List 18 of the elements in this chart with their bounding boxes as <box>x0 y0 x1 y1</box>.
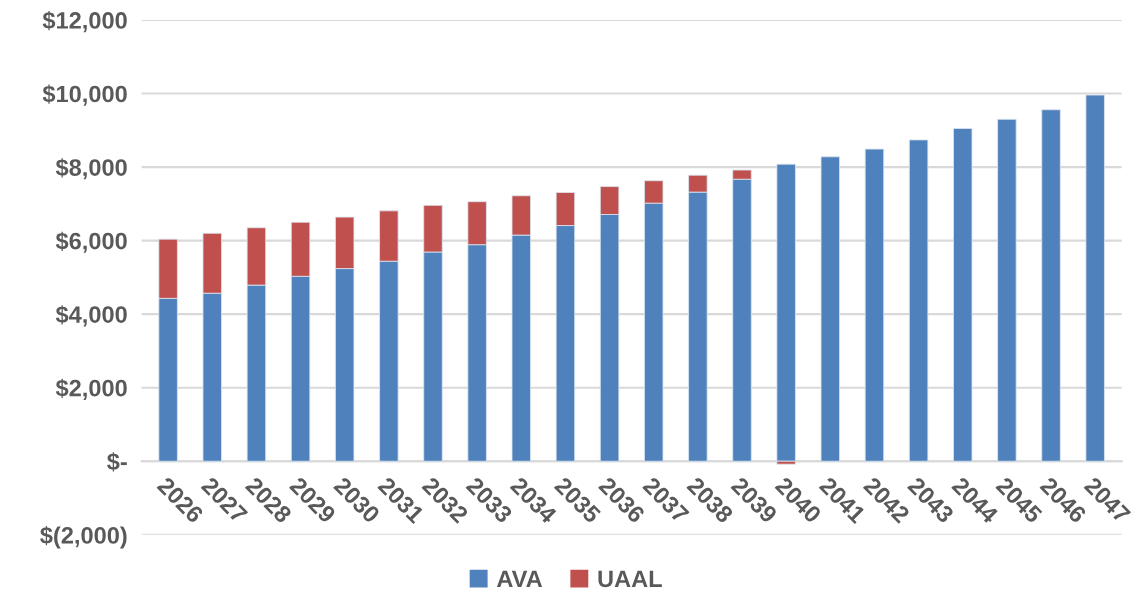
y-tick-label: $6,000 <box>55 231 127 253</box>
y-tick-label: $(2,000) <box>40 526 127 549</box>
bar <box>997 118 1017 462</box>
bar <box>776 163 796 462</box>
bar <box>953 128 973 462</box>
bar <box>820 156 840 462</box>
y-tick-label: $12,000 <box>42 11 127 33</box>
y-tick-label: $4,000 <box>55 305 127 327</box>
y-tick-label: $10,000 <box>42 84 127 106</box>
bar <box>864 148 885 462</box>
bar <box>908 139 929 462</box>
y-tick-label: $2,000 <box>55 378 127 400</box>
legend-label: AVA <box>496 570 543 587</box>
legend-label: UAAL <box>598 570 662 588</box>
bar <box>1085 94 1105 462</box>
y-tick-label: $8,000 <box>55 158 127 180</box>
bar <box>1041 109 1061 462</box>
y-tick-label: $- <box>107 452 127 472</box>
